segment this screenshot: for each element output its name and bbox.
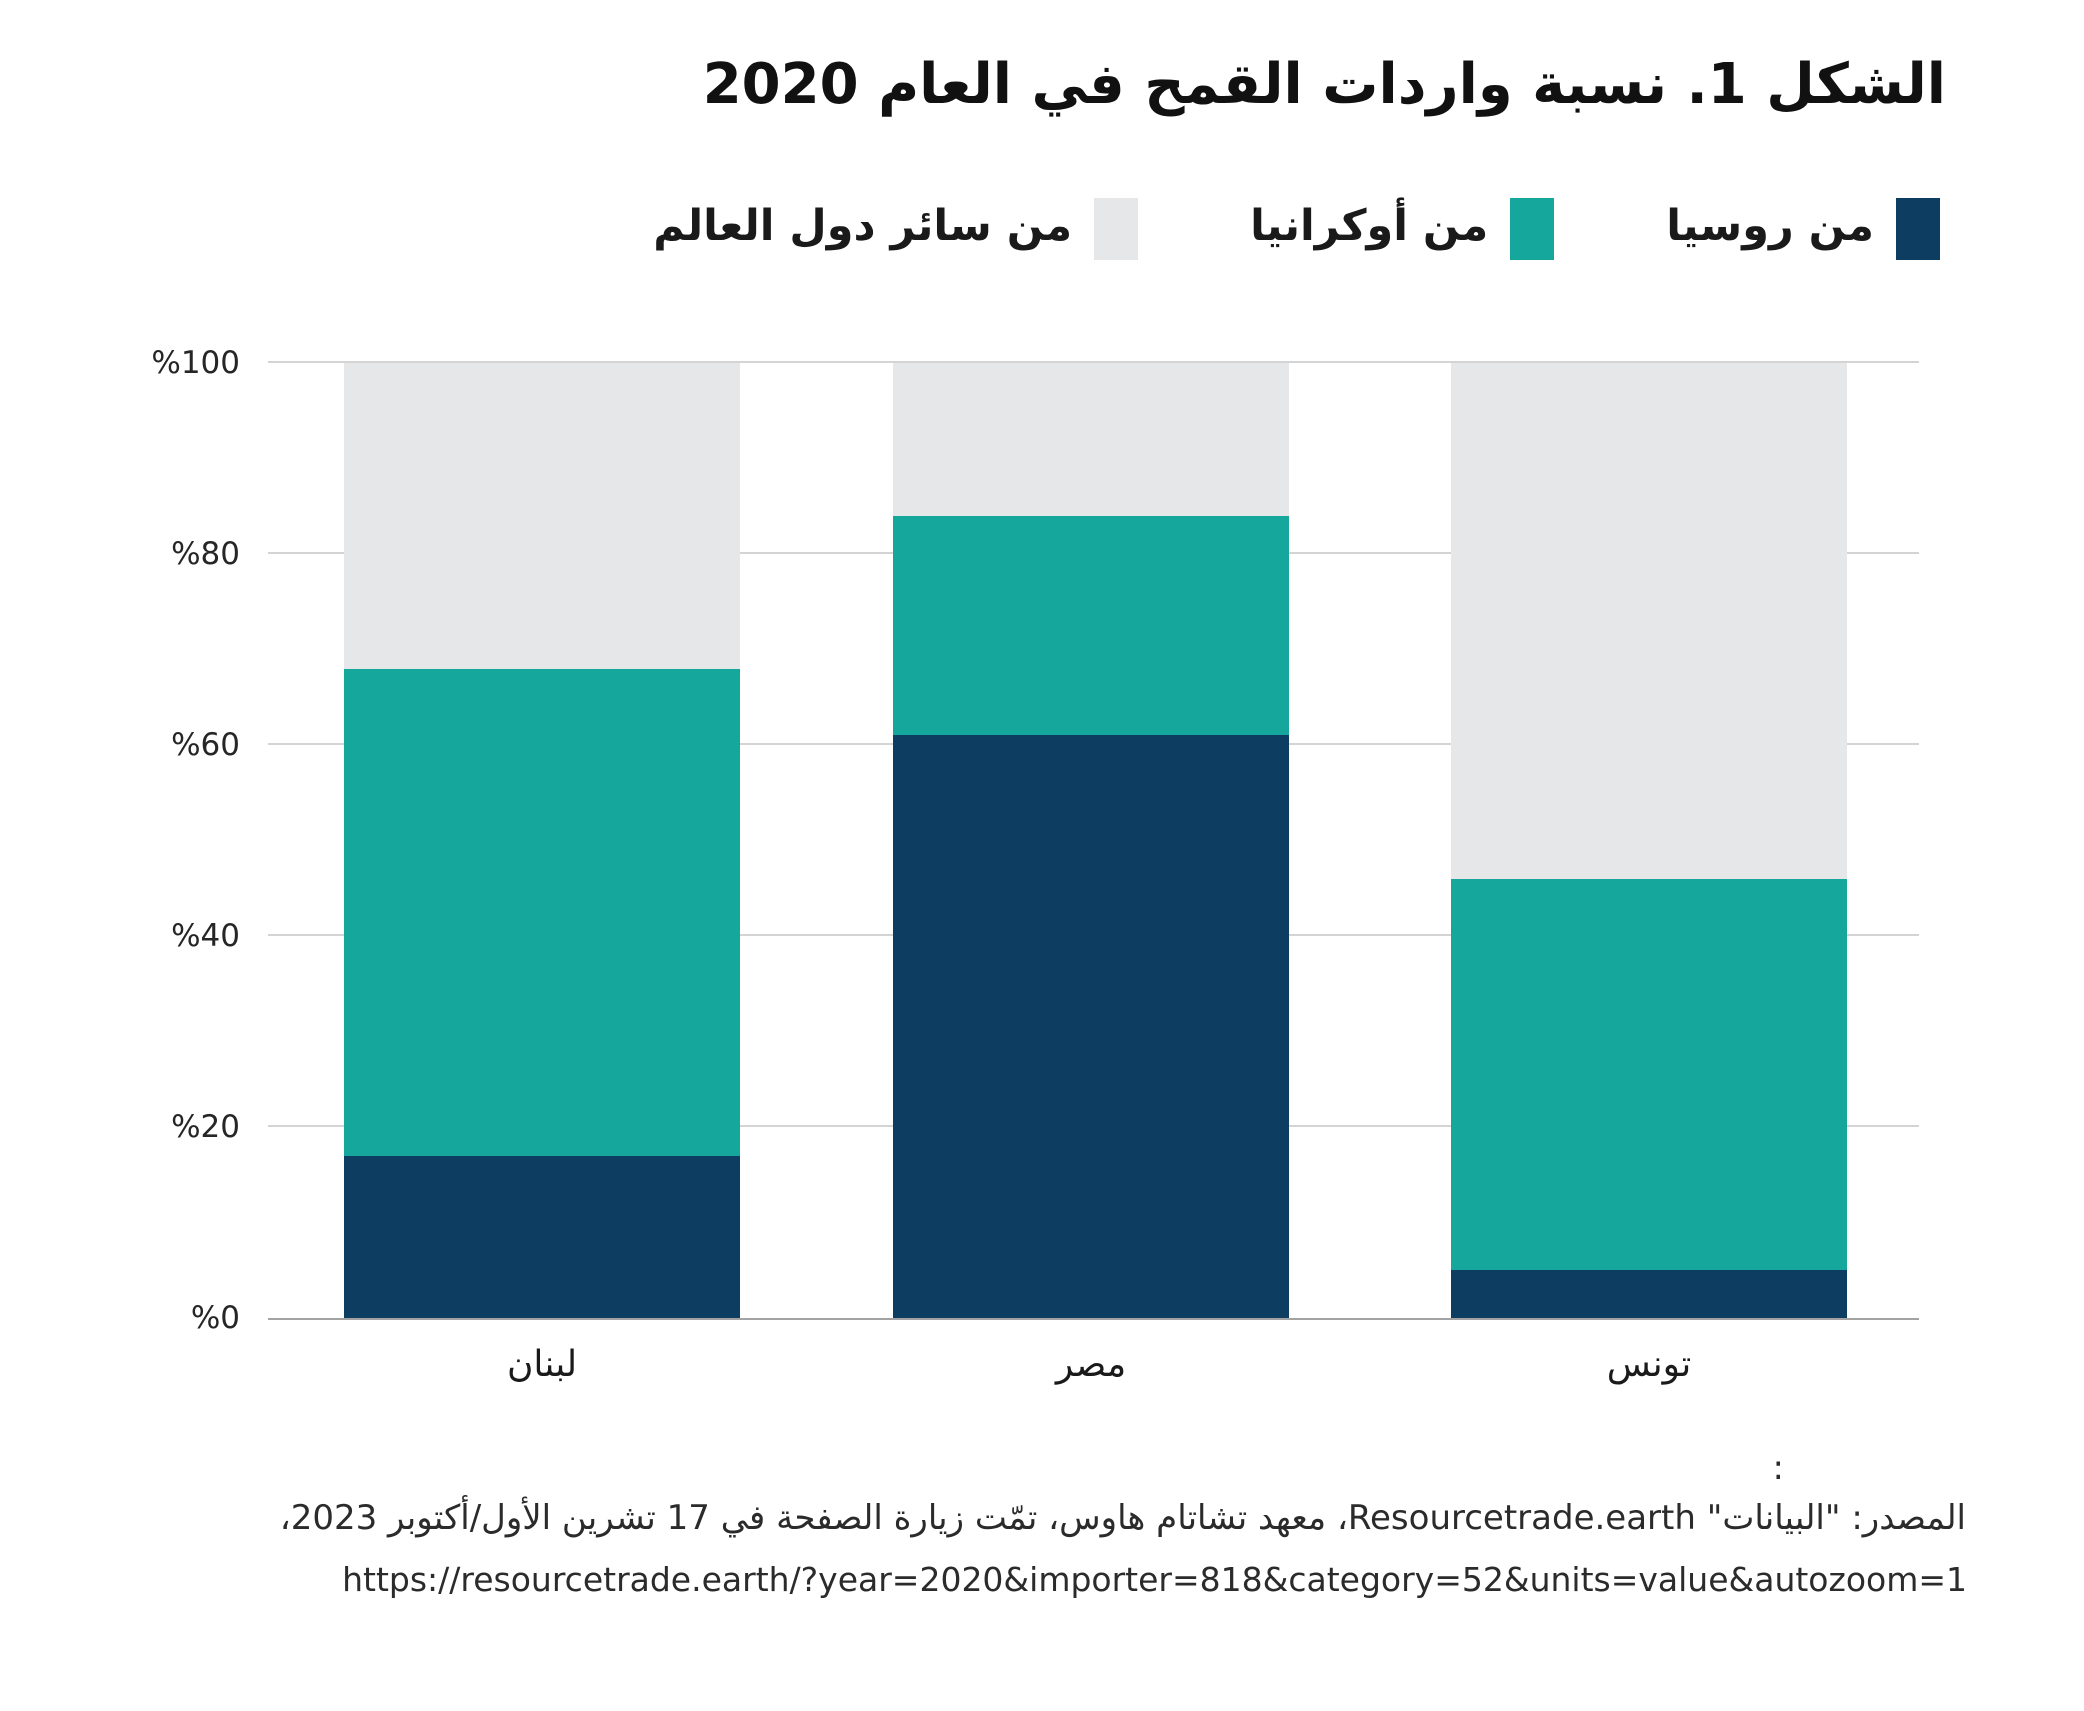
bar-3 <box>1451 363 1847 1318</box>
bar-1 <box>344 363 740 1318</box>
bar-2-segment-2 <box>893 515 1289 736</box>
legend-label-russia: من روسيا <box>1666 200 1874 251</box>
legend-item-ukraine: من أوكرانيا <box>1250 198 1555 260</box>
y-tick-label-60: %60 <box>171 727 240 763</box>
legend-swatch-russia <box>1896 198 1940 260</box>
legend-item-world: من سائر دول العالم <box>653 198 1139 260</box>
bar-3-segment-3 <box>1451 363 1847 879</box>
gridline-100 <box>268 361 1919 363</box>
bar-3-segment-1 <box>1451 1270 1847 1318</box>
y-tick-label-0: %0 <box>190 1300 240 1336</box>
footer-colon: : <box>1772 1448 1784 1488</box>
figure-title: الشكل 1. نسبة واردات القمح في العام 2020 <box>702 52 1946 117</box>
y-tick-label-80: %80 <box>171 536 240 572</box>
legend-swatch-world <box>1094 198 1139 260</box>
x-tick-label-2: مصر <box>1055 1344 1127 1385</box>
x-tick-label-1: لبنان <box>506 1344 578 1385</box>
y-axis: %0 %20 %40 %60 %80 %100 <box>0 345 240 1336</box>
x-tick-label-3: تونس <box>1606 1344 1692 1385</box>
bar-3-segment-2 <box>1451 878 1847 1271</box>
y-tick-label-100: %100 <box>151 345 240 381</box>
bar-2-segment-3 <box>893 363 1289 516</box>
legend-swatch-ukraine <box>1510 198 1555 260</box>
plot-area <box>268 361 1919 1320</box>
bar-2 <box>893 363 1289 1318</box>
y-tick-label-40: %40 <box>171 918 240 954</box>
legend-label-ukraine: من أوكرانيا <box>1250 200 1489 251</box>
bar-1-segment-1 <box>344 1155 740 1318</box>
bar-2-segment-1 <box>893 735 1289 1318</box>
legend-item-russia: من روسيا <box>1666 198 1940 260</box>
bar-1-segment-2 <box>344 668 740 1156</box>
gridline-0 <box>268 1318 1919 1320</box>
y-tick-label-20: %20 <box>171 1109 240 1145</box>
source-note: المصدر: "البيانات" Resourcetrade.earth، … <box>279 1498 1966 1538</box>
legend-label-world: من سائر دول العالم <box>653 200 1073 251</box>
bar-1-segment-3 <box>344 363 740 669</box>
legend: من روسيا من أوكرانيا من سائر دول العالم <box>653 198 1940 260</box>
source-url: https://resourcetrade.earth/?year=2020&i… <box>342 1560 1967 1599</box>
x-axis: لبنان مصر تونس <box>268 1344 1919 1414</box>
